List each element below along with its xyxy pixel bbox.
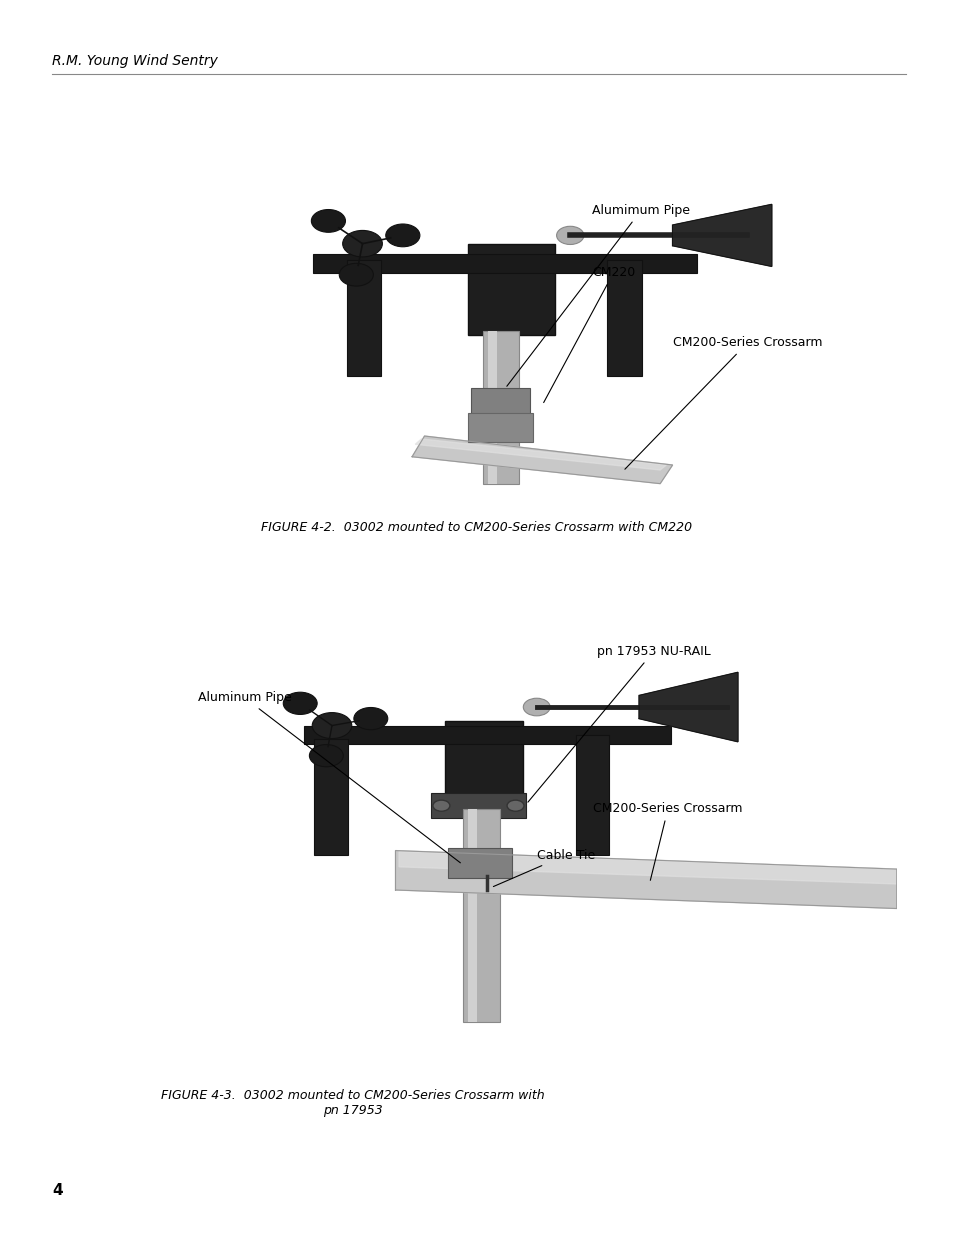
Text: CM200-Series Crossarm: CM200-Series Crossarm (624, 336, 821, 469)
Polygon shape (639, 672, 737, 742)
Polygon shape (412, 436, 672, 484)
Circle shape (523, 698, 550, 716)
Text: FIGURE 4-2.  03002 mounted to CM200-Series Crossarm with CM220: FIGURE 4-2. 03002 mounted to CM200-Serie… (261, 521, 692, 535)
FancyBboxPatch shape (607, 261, 640, 377)
Text: 4: 4 (52, 1183, 63, 1198)
FancyBboxPatch shape (483, 331, 518, 484)
FancyBboxPatch shape (347, 261, 380, 377)
Circle shape (556, 226, 583, 245)
Text: pn 17953 NU-RAIL: pn 17953 NU-RAIL (527, 645, 710, 803)
FancyBboxPatch shape (467, 243, 555, 335)
FancyBboxPatch shape (314, 740, 348, 855)
FancyBboxPatch shape (303, 726, 670, 743)
FancyBboxPatch shape (313, 254, 697, 273)
Ellipse shape (311, 210, 345, 232)
Text: FIGURE 4-3.  03002 mounted to CM200-Series Crossarm with
pn 17953: FIGURE 4-3. 03002 mounted to CM200-Serie… (161, 1089, 544, 1118)
Ellipse shape (354, 708, 387, 730)
Circle shape (312, 713, 352, 739)
FancyBboxPatch shape (575, 735, 609, 855)
Circle shape (507, 800, 523, 811)
FancyBboxPatch shape (431, 793, 526, 818)
Ellipse shape (309, 745, 343, 767)
Text: Aluminum Pipe: Aluminum Pipe (197, 692, 460, 863)
Ellipse shape (385, 224, 419, 247)
FancyBboxPatch shape (487, 331, 497, 484)
FancyBboxPatch shape (448, 848, 512, 878)
FancyBboxPatch shape (467, 809, 476, 1023)
Ellipse shape (283, 692, 316, 714)
Text: CM200-Series Crossarm: CM200-Series Crossarm (593, 803, 742, 881)
Polygon shape (672, 204, 771, 267)
Polygon shape (395, 851, 896, 909)
FancyBboxPatch shape (444, 721, 522, 800)
FancyBboxPatch shape (462, 809, 499, 1023)
FancyBboxPatch shape (467, 414, 533, 442)
Ellipse shape (339, 263, 373, 287)
Circle shape (433, 800, 450, 811)
Text: Alumimum Pipe: Alumimum Pipe (506, 204, 689, 387)
Polygon shape (398, 852, 896, 884)
Polygon shape (415, 438, 665, 471)
Circle shape (342, 231, 382, 257)
FancyBboxPatch shape (471, 389, 529, 417)
Text: CM220: CM220 (543, 266, 635, 403)
Text: Cable Tie: Cable Tie (493, 848, 595, 887)
Text: R.M. Young Wind Sentry: R.M. Young Wind Sentry (52, 54, 218, 68)
